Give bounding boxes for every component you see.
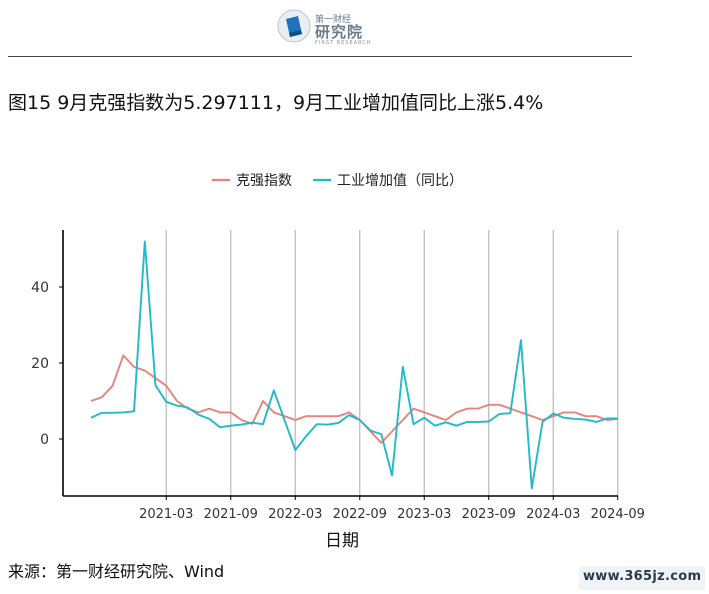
- legend-label-1: 克强指数: [236, 173, 292, 189]
- x-tick-label-2022-03: 2022-03: [268, 507, 322, 522]
- line-chart: 克强指数 工业增加值（同比） 0 20 40 2021-03 2021-09 2022-…: [31, 173, 645, 551]
- source-note: 来源：第一财经研究院、Wind: [8, 562, 225, 581]
- y-tick-label-0: 0: [40, 432, 49, 448]
- x-tick-label-2024-03: 2024-03: [526, 507, 580, 522]
- watermark: www.365jz.com: [583, 569, 702, 584]
- header-divider: [8, 56, 632, 57]
- x-axis-label: 日期: [325, 531, 359, 551]
- series-lines: [90, 240, 618, 490]
- y-tick-labels: 0 20 40: [31, 280, 63, 448]
- x-tick-labels: 2021-03 2021-09 2022-03 2022-09 2023-03 2023-…: [139, 496, 645, 522]
- x-tick-label-2024-09: 2024-09: [591, 507, 645, 522]
- logo-icon: [277, 9, 311, 43]
- watermark-background: [579, 566, 705, 590]
- logo-sub-text: FIRST RESEARCH: [315, 40, 372, 46]
- x-tick-label-2021-03: 2021-03: [139, 507, 193, 522]
- series-line-2: [90, 240, 618, 490]
- x-tick-label-2023-09: 2023-09: [462, 507, 516, 522]
- y-tick-label-20: 20: [31, 356, 49, 372]
- legend-label-2: 工业增加值（同比）: [337, 173, 463, 189]
- legend: 克强指数 工业增加值（同比）: [212, 173, 463, 189]
- x-tick-label-2022-09: 2022-09: [333, 507, 387, 522]
- x-tick-label-2021-09: 2021-09: [204, 507, 258, 522]
- series-line-1: [90, 354, 618, 444]
- x-tick-label-2023-03: 2023-03: [397, 507, 451, 522]
- y-tick-label-40: 40: [31, 280, 49, 296]
- figure-title: 图15 9月克强指数为5.297111，9月工业增加值同比上涨5.4%: [8, 92, 544, 114]
- logo-name: 研究院: [315, 23, 364, 41]
- logo-small-text: 第一财经: [315, 15, 352, 25]
- logo: 第一财经 研究院 FIRST RESEARCH: [277, 5, 417, 47]
- gridlines: [165, 230, 619, 496]
